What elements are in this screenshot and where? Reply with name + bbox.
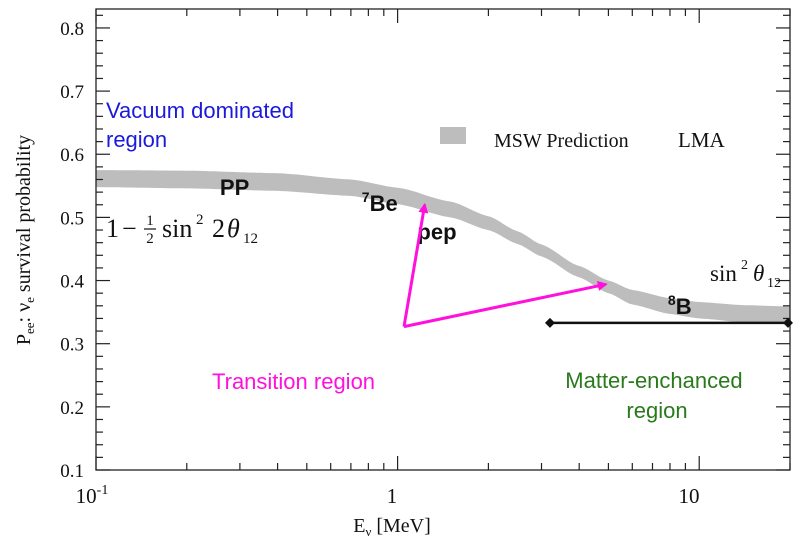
svg-text:2: 2 [741, 258, 748, 273]
svg-text:2: 2 [196, 212, 204, 228]
legend-tag: LMA [678, 128, 726, 152]
svg-text:1: 1 [146, 213, 154, 229]
matter-formula: sin 2 θ 12 [710, 258, 781, 291]
svg-text:2: 2 [146, 231, 154, 247]
svg-text:−: − [122, 214, 137, 243]
msw-prediction-band [96, 170, 790, 325]
x-tick-label: 1 [387, 484, 398, 508]
y-tick-label: 0.8 [60, 19, 84, 40]
y-tick-label: 0.4 [60, 272, 84, 293]
matter-region-label: Matter-enchanced region [565, 368, 748, 423]
transition-arrow [402, 202, 429, 327]
x-tick-label: 10 [679, 484, 700, 508]
transition-arrow [403, 281, 608, 329]
y-tick-labels: 0.1 0.2 0.3 0.4 0.5 0.6 0.7 0.8 [60, 19, 84, 482]
svg-text:12: 12 [243, 231, 258, 247]
svg-text:θ: θ [753, 261, 764, 286]
vacuum-formula: 1 − 1 2 sin 2 2 θ 12 [106, 212, 258, 247]
y-tick-label: 0.3 [60, 335, 84, 356]
svg-text:2: 2 [212, 214, 225, 243]
x-axis-label: Eν [MeV] [353, 515, 431, 539]
transition-region-label: Transition region [212, 369, 375, 394]
y-tick-label: 0.6 [60, 145, 84, 166]
svg-text:1: 1 [106, 214, 119, 243]
be7-label: 7Be [362, 189, 398, 216]
y-axis-label: Pee: νe survival probability [13, 135, 37, 345]
svg-text:12: 12 [767, 276, 781, 291]
svg-text:θ: θ [227, 214, 240, 243]
axis-ticks [95, 9, 791, 471]
svg-text:sin: sin [162, 214, 192, 243]
plot-frame [95, 8, 791, 471]
b8-label: 8B [668, 292, 692, 319]
pep-label: pep [417, 219, 456, 244]
legend-swatch [440, 127, 466, 144]
y-tick-label: 0.5 [60, 208, 84, 229]
range-end-marker [544, 317, 555, 328]
vacuum-region-label: Vacuum dominated region [106, 98, 300, 152]
pp-label: PP [220, 175, 249, 200]
x-tick-label: 10-1 [76, 483, 109, 508]
legend-label: MSW Prediction [494, 130, 629, 152]
svg-text:sin: sin [710, 261, 737, 286]
range-end-marker [783, 317, 793, 328]
y-tick-label: 0.1 [60, 461, 84, 482]
y-tick-label: 0.7 [60, 82, 84, 103]
y-tick-label: 0.2 [60, 398, 84, 419]
